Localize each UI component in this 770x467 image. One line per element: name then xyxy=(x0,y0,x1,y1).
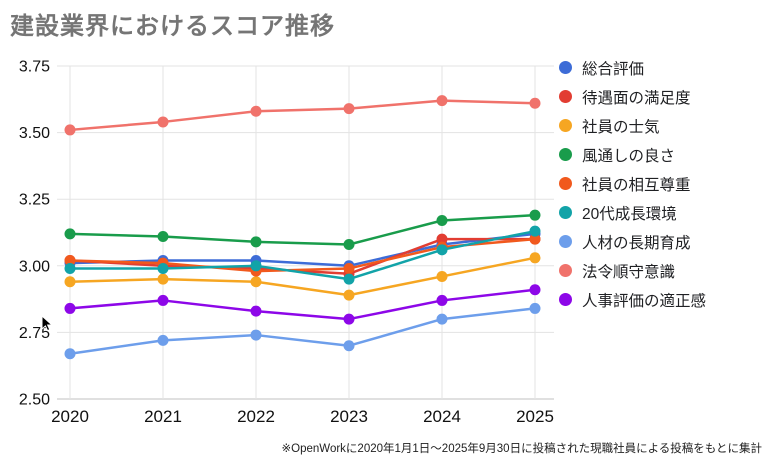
series-point xyxy=(529,302,541,314)
series-point xyxy=(436,233,448,245)
series-line xyxy=(69,237,535,276)
series-point xyxy=(529,233,541,245)
series-point xyxy=(529,225,541,237)
chart-legend: 総合評価待遇面の満足度 社員の士気風通しの良さ 社員の相互尊重 20代成長環境 人材の長… xyxy=(559,53,769,314)
series-point xyxy=(436,215,448,227)
chart-title: 建設業界におけるスコア推移 xyxy=(10,13,335,40)
series-point xyxy=(64,302,76,314)
legend-item[interactable]: 社員の相互尊重 xyxy=(559,169,769,198)
series-point xyxy=(529,209,541,221)
y-axis-tick-label: 2.75 xyxy=(19,325,50,342)
legend-label: 人事評価の適正感 xyxy=(582,292,707,310)
series-point xyxy=(436,270,448,282)
series-point xyxy=(157,116,169,128)
y-axis-tick-label: 3.00 xyxy=(19,258,50,275)
source-footnote: ※OpenWorkに2020年1月1日〜2025年9月30日に投稿された現職社員… xyxy=(281,443,762,455)
legend-label: 法令順守意識 xyxy=(582,263,676,281)
y-axis-tick-label: 2.50 xyxy=(19,392,50,409)
series-line xyxy=(69,99,536,132)
series-point xyxy=(250,305,262,317)
y-axis-tick-label: 3.50 xyxy=(19,125,50,142)
legend-item[interactable]: 法令順守意識 xyxy=(559,256,769,285)
legend-color-dot-icon xyxy=(559,206,572,219)
y-axis-tick-label: 3.25 xyxy=(19,192,50,209)
x-axis-tick-label: 2025 xyxy=(516,407,554,426)
x-axis-tick-label: 2024 xyxy=(423,407,461,426)
legend-label: 風通しの良さ xyxy=(582,147,676,165)
series-point xyxy=(343,273,355,285)
series-line xyxy=(69,288,536,321)
legend-color-dot-icon xyxy=(559,90,572,103)
legend-label: 社員の相互尊重 xyxy=(582,176,691,194)
series-point xyxy=(250,105,262,117)
legend-item[interactable]: 人事評価の適正感 xyxy=(559,285,769,314)
series-point xyxy=(157,334,169,346)
series-point xyxy=(343,313,355,325)
legend-item[interactable]: 人材の長期育成 xyxy=(559,227,769,256)
series-point xyxy=(64,348,76,360)
series-point xyxy=(343,103,355,115)
x-axis-tick-label: 2023 xyxy=(330,407,368,426)
x-axis-tick-label: 2022 xyxy=(237,407,275,426)
series-point xyxy=(343,340,355,352)
series-point xyxy=(436,294,448,306)
series-point xyxy=(343,289,355,301)
series-point xyxy=(250,329,262,341)
series-point xyxy=(64,276,76,288)
series-point xyxy=(343,238,355,250)
legend-item[interactable]: 20代成長環境 xyxy=(559,198,769,227)
series-point xyxy=(64,124,76,136)
series-point xyxy=(436,313,448,325)
legend-label: 20代成長環境 xyxy=(582,205,677,223)
x-axis-tick-label: 2020 xyxy=(51,407,89,426)
legend-item[interactable]: 風通しの良さ xyxy=(559,140,769,169)
series-point xyxy=(64,254,76,266)
legend-color-dot-icon xyxy=(559,293,572,306)
series-point xyxy=(157,273,169,285)
series-line xyxy=(69,213,536,246)
legend-color-dot-icon xyxy=(559,264,572,277)
series-point xyxy=(529,252,541,264)
series-point xyxy=(529,97,541,109)
legend-label: 待遇面の満足度 xyxy=(582,89,691,107)
series-point xyxy=(64,228,76,240)
legend-label: 人材の長期育成 xyxy=(582,234,691,252)
series-point xyxy=(250,236,262,248)
legend-color-dot-icon xyxy=(559,177,572,190)
legend-item[interactable]: 総合評価 xyxy=(559,53,769,82)
series-line xyxy=(69,256,536,297)
series-line xyxy=(69,232,536,268)
x-axis-tick-label: 2021 xyxy=(144,407,182,426)
legend-color-dot-icon xyxy=(559,61,572,74)
series-point xyxy=(157,294,169,306)
series-point xyxy=(64,262,76,274)
series-line xyxy=(70,229,536,281)
legend-item[interactable]: 社員の士気 xyxy=(559,111,769,140)
legend-label: 社員の士気 xyxy=(582,118,660,136)
legend-color-dot-icon xyxy=(559,235,572,248)
legend-item[interactable]: 待遇面の満足度 xyxy=(559,82,769,111)
series-point xyxy=(436,95,448,107)
series-point xyxy=(157,262,169,274)
series-point xyxy=(250,276,262,288)
legend-color-dot-icon xyxy=(559,148,572,161)
y-axis-tick-label: 3.75 xyxy=(19,59,50,76)
legend-label: 総合評価 xyxy=(582,60,645,78)
series-point xyxy=(157,230,169,242)
series-line xyxy=(69,307,536,355)
legend-color-dot-icon xyxy=(559,119,572,132)
series-point xyxy=(250,260,262,272)
series-point xyxy=(529,284,541,296)
series-point xyxy=(343,262,355,274)
series-point xyxy=(436,244,448,256)
